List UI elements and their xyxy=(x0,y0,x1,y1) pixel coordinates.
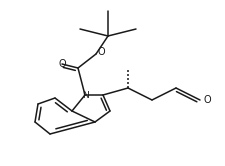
Text: O: O xyxy=(97,47,105,57)
Text: O: O xyxy=(58,59,66,69)
Text: N: N xyxy=(82,90,88,99)
Text: O: O xyxy=(203,95,211,105)
